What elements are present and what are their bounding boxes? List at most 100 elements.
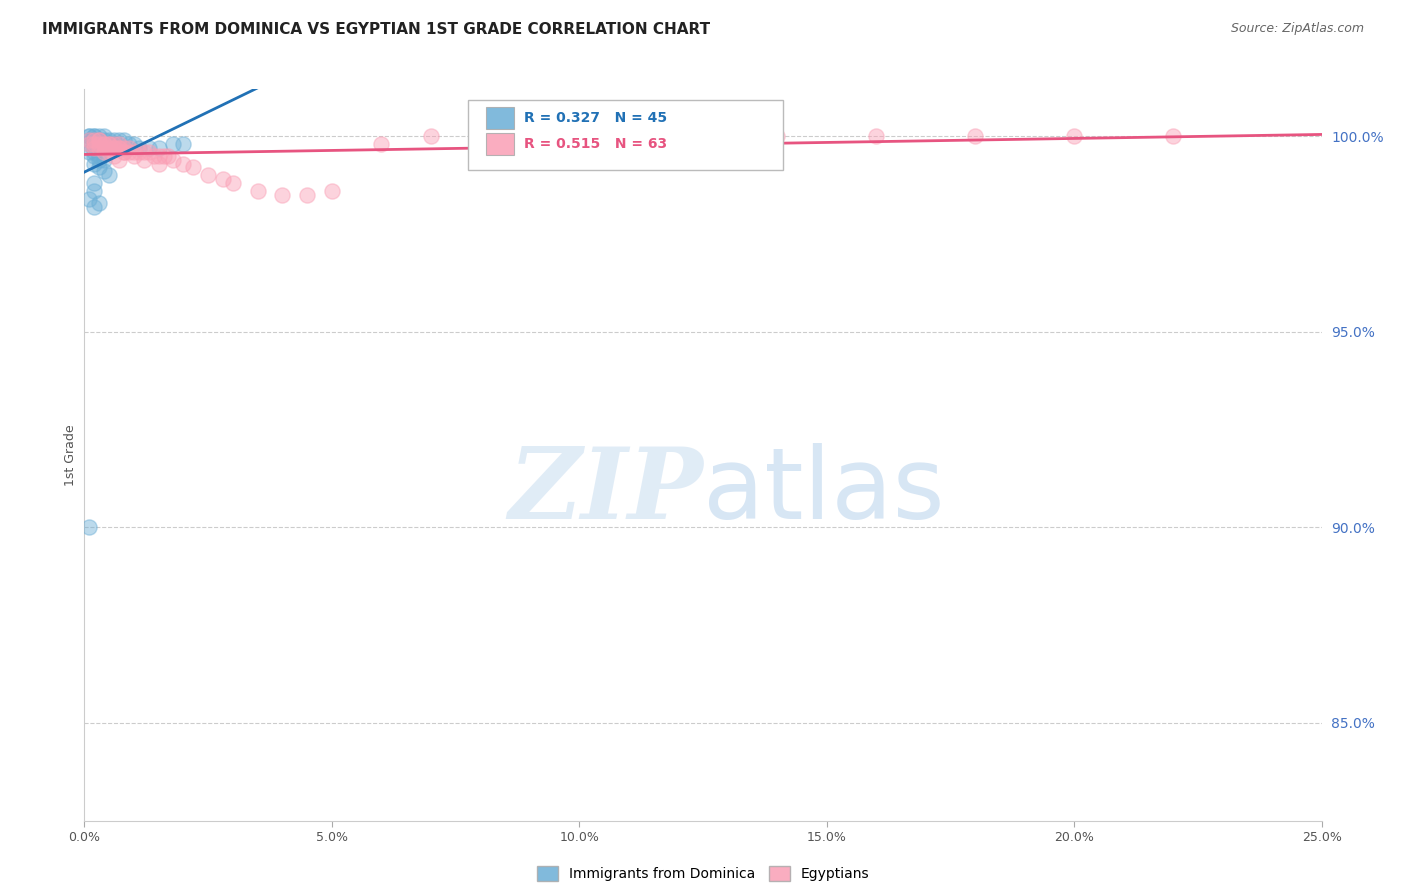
Point [79,192,101,206]
Point [83,133,105,147]
Point [181,161,204,175]
Point [89,161,111,175]
Point [93,164,115,178]
Point [93,129,115,144]
Point [865,129,887,144]
Point [197,168,219,182]
Point [1063,129,1085,144]
Point [142,149,165,163]
Point [89,129,111,144]
Point [172,156,194,170]
Point [122,149,145,163]
Point [246,184,269,198]
Point [172,136,194,151]
Point [128,141,150,155]
Point [93,145,115,159]
Point [98,136,121,151]
Point [93,136,115,151]
Point [89,133,111,147]
Point [766,129,789,144]
Y-axis label: 1st Grade: 1st Grade [65,424,77,486]
Point [370,136,392,151]
Point [103,149,125,163]
Point [162,136,184,151]
Point [157,149,180,163]
Text: ZIP: ZIP [508,443,703,540]
Point [79,145,101,159]
Point [89,136,111,151]
Point [162,153,184,167]
Point [108,133,131,147]
Point [89,136,111,151]
Point [108,136,131,151]
Point [83,184,105,198]
Point [79,136,101,151]
Point [295,187,318,202]
Point [83,141,105,155]
Point [93,136,115,151]
Point [965,129,987,144]
Point [118,145,141,159]
Point [568,129,591,144]
Point [89,141,111,155]
Point [83,133,105,147]
Point [108,141,131,155]
Point [118,141,141,155]
Point [93,136,115,151]
Point [112,145,135,159]
Point [79,133,101,147]
Text: Source: ZipAtlas.com: Source: ZipAtlas.com [1230,22,1364,36]
Text: R = 0.515   N = 63: R = 0.515 N = 63 [523,136,666,151]
Point [79,129,101,144]
Point [89,195,111,210]
Bar [486,107,513,128]
Point [98,136,121,151]
Point [98,168,121,182]
Point [108,153,131,167]
Point [98,141,121,155]
Point [148,156,170,170]
Point [148,141,170,155]
Point [83,149,105,163]
Point [103,133,125,147]
Point [118,136,141,151]
Point [271,187,294,202]
Point [83,141,105,155]
Point [103,141,125,155]
Point [83,129,105,144]
Point [132,153,155,167]
Point [138,145,160,159]
Text: IMMIGRANTS FROM DOMINICA VS EGYPTIAN 1ST GRADE CORRELATION CHART: IMMIGRANTS FROM DOMINICA VS EGYPTIAN 1ST… [42,22,710,37]
Point [93,141,115,155]
Point [148,149,170,163]
Point [98,145,121,159]
Point [83,129,105,144]
Point [83,156,105,170]
Text: R = 0.327   N = 45: R = 0.327 N = 45 [523,111,666,125]
FancyBboxPatch shape [468,100,783,169]
Point [89,141,111,155]
Point [470,129,492,144]
Point [112,133,135,147]
Point [89,133,111,147]
Point [222,176,245,190]
Point [83,200,105,214]
Point [1161,129,1184,144]
Point [98,133,121,147]
Point [122,145,145,159]
Point [666,129,689,144]
Point [89,149,111,163]
Point [103,141,125,155]
Point [108,141,131,155]
Point [152,149,174,163]
Point [128,145,150,159]
Text: atlas: atlas [703,443,945,540]
Point [79,136,101,151]
Point [98,136,121,151]
Point [79,520,101,534]
Point [212,172,235,186]
Point [112,141,135,155]
Point [83,136,105,151]
Point [79,133,101,147]
Bar [486,133,513,155]
